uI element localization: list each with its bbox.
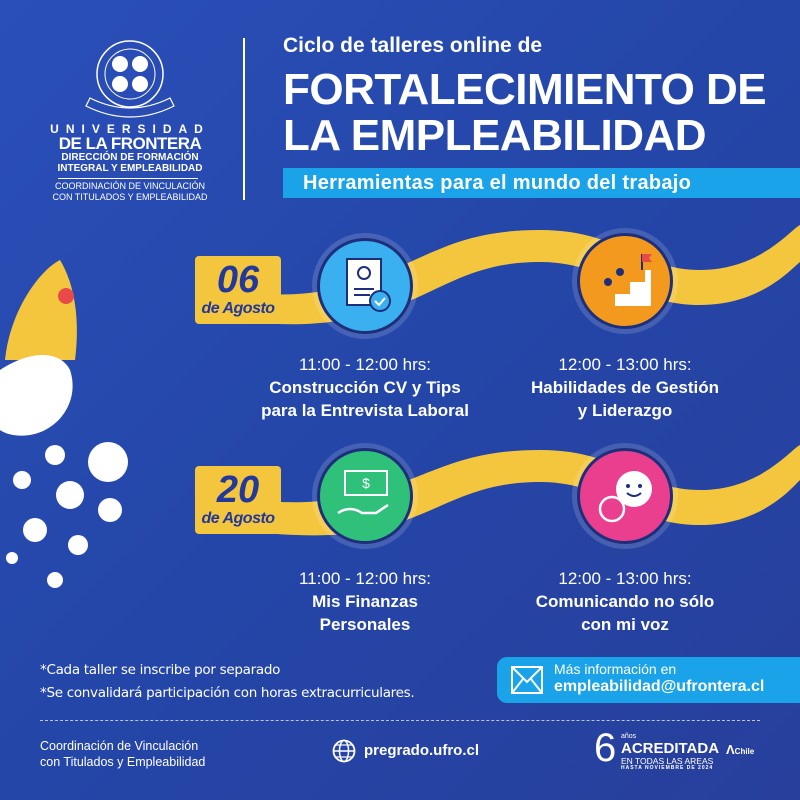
logo-divider — [58, 178, 198, 179]
workshop-title-line2: y Liderazgo — [577, 401, 673, 420]
workshop-time: 11:00 - 12:00 hrs: — [299, 355, 431, 374]
workshop-time: 12:00 - 13:00 hrs: — [558, 355, 692, 374]
workshop-title-line1: Comunicando no sólo — [535, 592, 715, 611]
date-badge-2: 20 de Agosto — [195, 466, 281, 534]
footer-coord-line1: Coordinación de Vinculación — [40, 739, 199, 753]
workshop-time: 12:00 - 13:00 hrs: — [558, 569, 692, 588]
workshop-time: 11:00 - 12:00 hrs: — [299, 569, 431, 588]
mail-icon — [511, 666, 543, 694]
money-hand-icon: $ — [317, 448, 413, 544]
accreditation-sub: EN TODAS LAS AREAS — [621, 756, 714, 766]
workshop-cv: 11:00 - 12:00 hrs: Construcción CV y Tip… — [235, 353, 495, 422]
accreditation-title: ACREDITADA — [621, 740, 720, 757]
footer-coord-line2: con Titulados y Empleabilidad — [40, 755, 206, 769]
university-seal-logo — [85, 40, 175, 118]
workshop-title-line1: Construcción CV y Tips — [269, 378, 461, 397]
leadership-stairs-icon — [577, 233, 673, 329]
cna-logo: ΛChile — [726, 742, 755, 757]
cv-document-icon — [317, 238, 413, 334]
date-month: de Agosto — [201, 510, 275, 527]
header-divider — [243, 38, 245, 200]
footer-divider — [40, 720, 760, 721]
date-month: de Agosto — [201, 300, 275, 317]
workshop-title-line1: Habilidades de Gestión — [531, 378, 719, 397]
workshop-title-line2: Personales — [319, 615, 411, 634]
title-line1: FORTALECIMIENTO DE — [283, 65, 767, 114]
workshop-title-line2: con mi voz — [581, 615, 669, 634]
accreditation-years-label: años — [621, 733, 637, 740]
accreditation-until: HASTA NOVIEMBRE DE 2024 — [621, 765, 714, 771]
workshop-leadership: 12:00 - 13:00 hrs: Habilidades de Gestió… — [495, 353, 755, 422]
workshop-communication: 12:00 - 13:00 hrs: Comunicando no sólo c… — [495, 567, 755, 636]
svg-text:$: $ — [362, 475, 370, 491]
coord-line2: CON TITULADOS Y EMPLEABILIDAD — [52, 192, 208, 202]
title-line2: LA EMPLEABILIDAD — [283, 111, 707, 160]
subtitle-bar: Herramientas para el mundo del trabajo — [283, 168, 800, 198]
date-day: 20 — [216, 469, 260, 511]
note-1: *Cada taller se inscribe por separado — [40, 662, 281, 678]
university-name-line2: DE LA FRONTERA — [58, 134, 202, 153]
rocket-illustration — [0, 260, 128, 588]
globe-icon — [332, 739, 356, 763]
workshop-finance: 11:00 - 12:00 hrs: Mis Finanzas Personal… — [235, 567, 495, 636]
accreditation-years: 6 — [594, 726, 617, 770]
accreditation-seal: 6 años ACREDITADA EN TODAS LAS AREAS HAS… — [594, 726, 764, 780]
cna-label: Chile — [734, 747, 755, 756]
date-badge-1: 06 de Agosto — [195, 256, 281, 324]
workshop-title-line1: Mis Finanzas — [312, 592, 418, 611]
footer-coord: Coordinación de Vinculación con Titulado… — [40, 738, 205, 770]
note-2: *Se convalidará participación con horas … — [40, 685, 415, 701]
website-link[interactable]: pregrado.ufro.cl — [364, 742, 480, 759]
contact-label: Más información en — [554, 661, 677, 677]
workshop-title-line2: para la Entrevista Laboral — [261, 401, 469, 420]
chat-bubbles-icon — [577, 448, 673, 544]
contact-email-link[interactable]: empleabilidad@ufrontera.cl — [554, 678, 765, 695]
coord-line1: COORDINACIÓN DE VINCULACIÓN — [54, 181, 206, 191]
university-name-line1: UNIVERSIDAD — [50, 122, 210, 136]
direction-line2: INTEGRAL Y EMPLEABILIDAD — [57, 163, 203, 174]
pretitle: Ciclo de talleres online de — [283, 34, 543, 57]
date-day: 06 — [216, 259, 260, 301]
direction-line1: DIRECCIÓN DE FORMACIÓN — [61, 152, 199, 163]
contact-box: Más información en empleabilidad@ufronte… — [497, 657, 800, 703]
